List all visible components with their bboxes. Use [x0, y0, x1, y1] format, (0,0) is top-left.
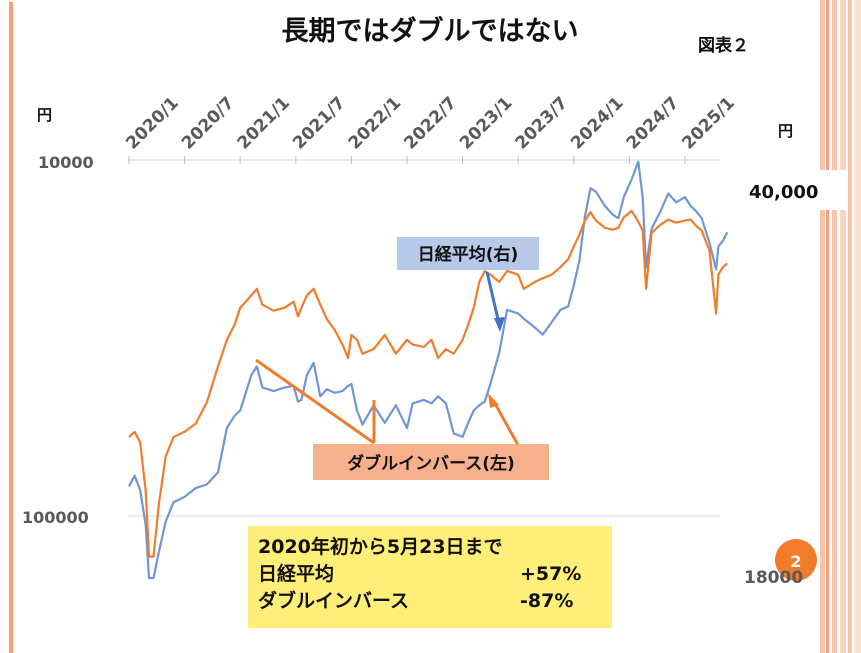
nikkei-series-line — [128, 160, 729, 580]
left-border-accent — [9, 2, 13, 653]
note-line1: 2020年初から5月23日まで — [258, 535, 503, 558]
left-tick-label: 10000 — [38, 153, 94, 172]
note-inverse-value: -87% — [520, 590, 573, 612]
nikkei-callout-label: 日経平均(右) — [418, 244, 519, 265]
note-nikkei-label: 日経平均 — [258, 562, 334, 585]
left-axis-unit: 円 — [37, 106, 52, 124]
right-border-stripes — [820, 0, 861, 653]
nikkei-callout-box — [397, 237, 539, 270]
note-box — [248, 526, 612, 628]
inverse-callout-arrow-right — [491, 399, 520, 446]
x-axis-ticks — [128, 156, 686, 164]
inverse-callout-arrow-left — [255, 358, 375, 445]
note-nikkei-value: +57% — [520, 563, 581, 585]
inverse-series-line — [128, 209, 729, 558]
note-inverse-label: ダブルインバース — [258, 589, 409, 612]
page-number: 2 — [790, 552, 801, 571]
inverse-callout-label: ダブルインバース(左) — [347, 453, 515, 474]
series-group — [128, 160, 729, 580]
inverse-callout-arrowhead — [488, 393, 499, 408]
chart-title: 長期ではダブルではない — [282, 15, 579, 47]
page-number-badge — [775, 539, 817, 581]
right-tick-box — [740, 170, 848, 210]
right-tick-label: 18000 — [744, 568, 803, 588]
right-axis-unit: 円 — [778, 122, 793, 140]
inverse-callout-box — [313, 444, 549, 480]
left-tick-label: 100000 — [22, 508, 89, 527]
right-tick-label: 40,000 — [749, 182, 818, 203]
figure-label: 図表２ — [698, 35, 749, 56]
nikkei-callout-arrowhead — [494, 317, 505, 332]
